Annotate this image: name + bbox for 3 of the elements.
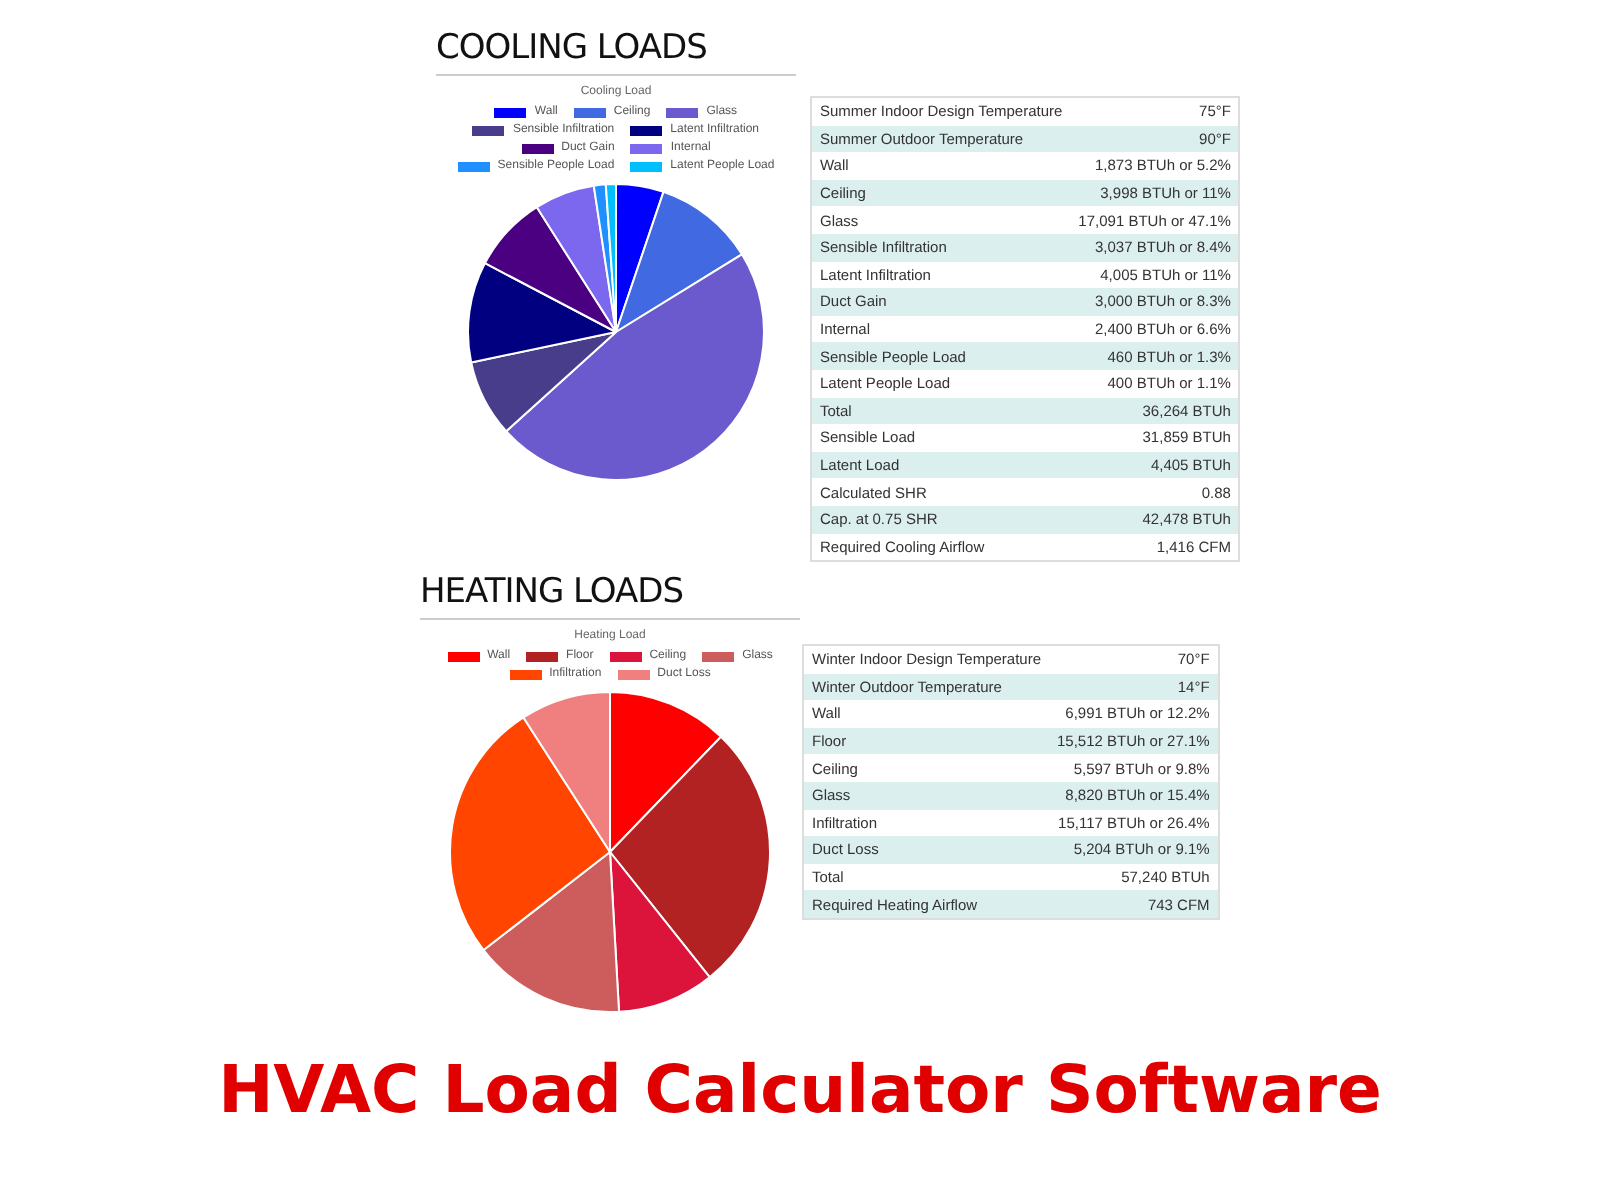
chart-title: HEATING LOADS [420,572,800,620]
text: HVAC Load Calculator Software [216,1050,1384,1128]
chart-title: COOLING LOADS [436,28,796,76]
